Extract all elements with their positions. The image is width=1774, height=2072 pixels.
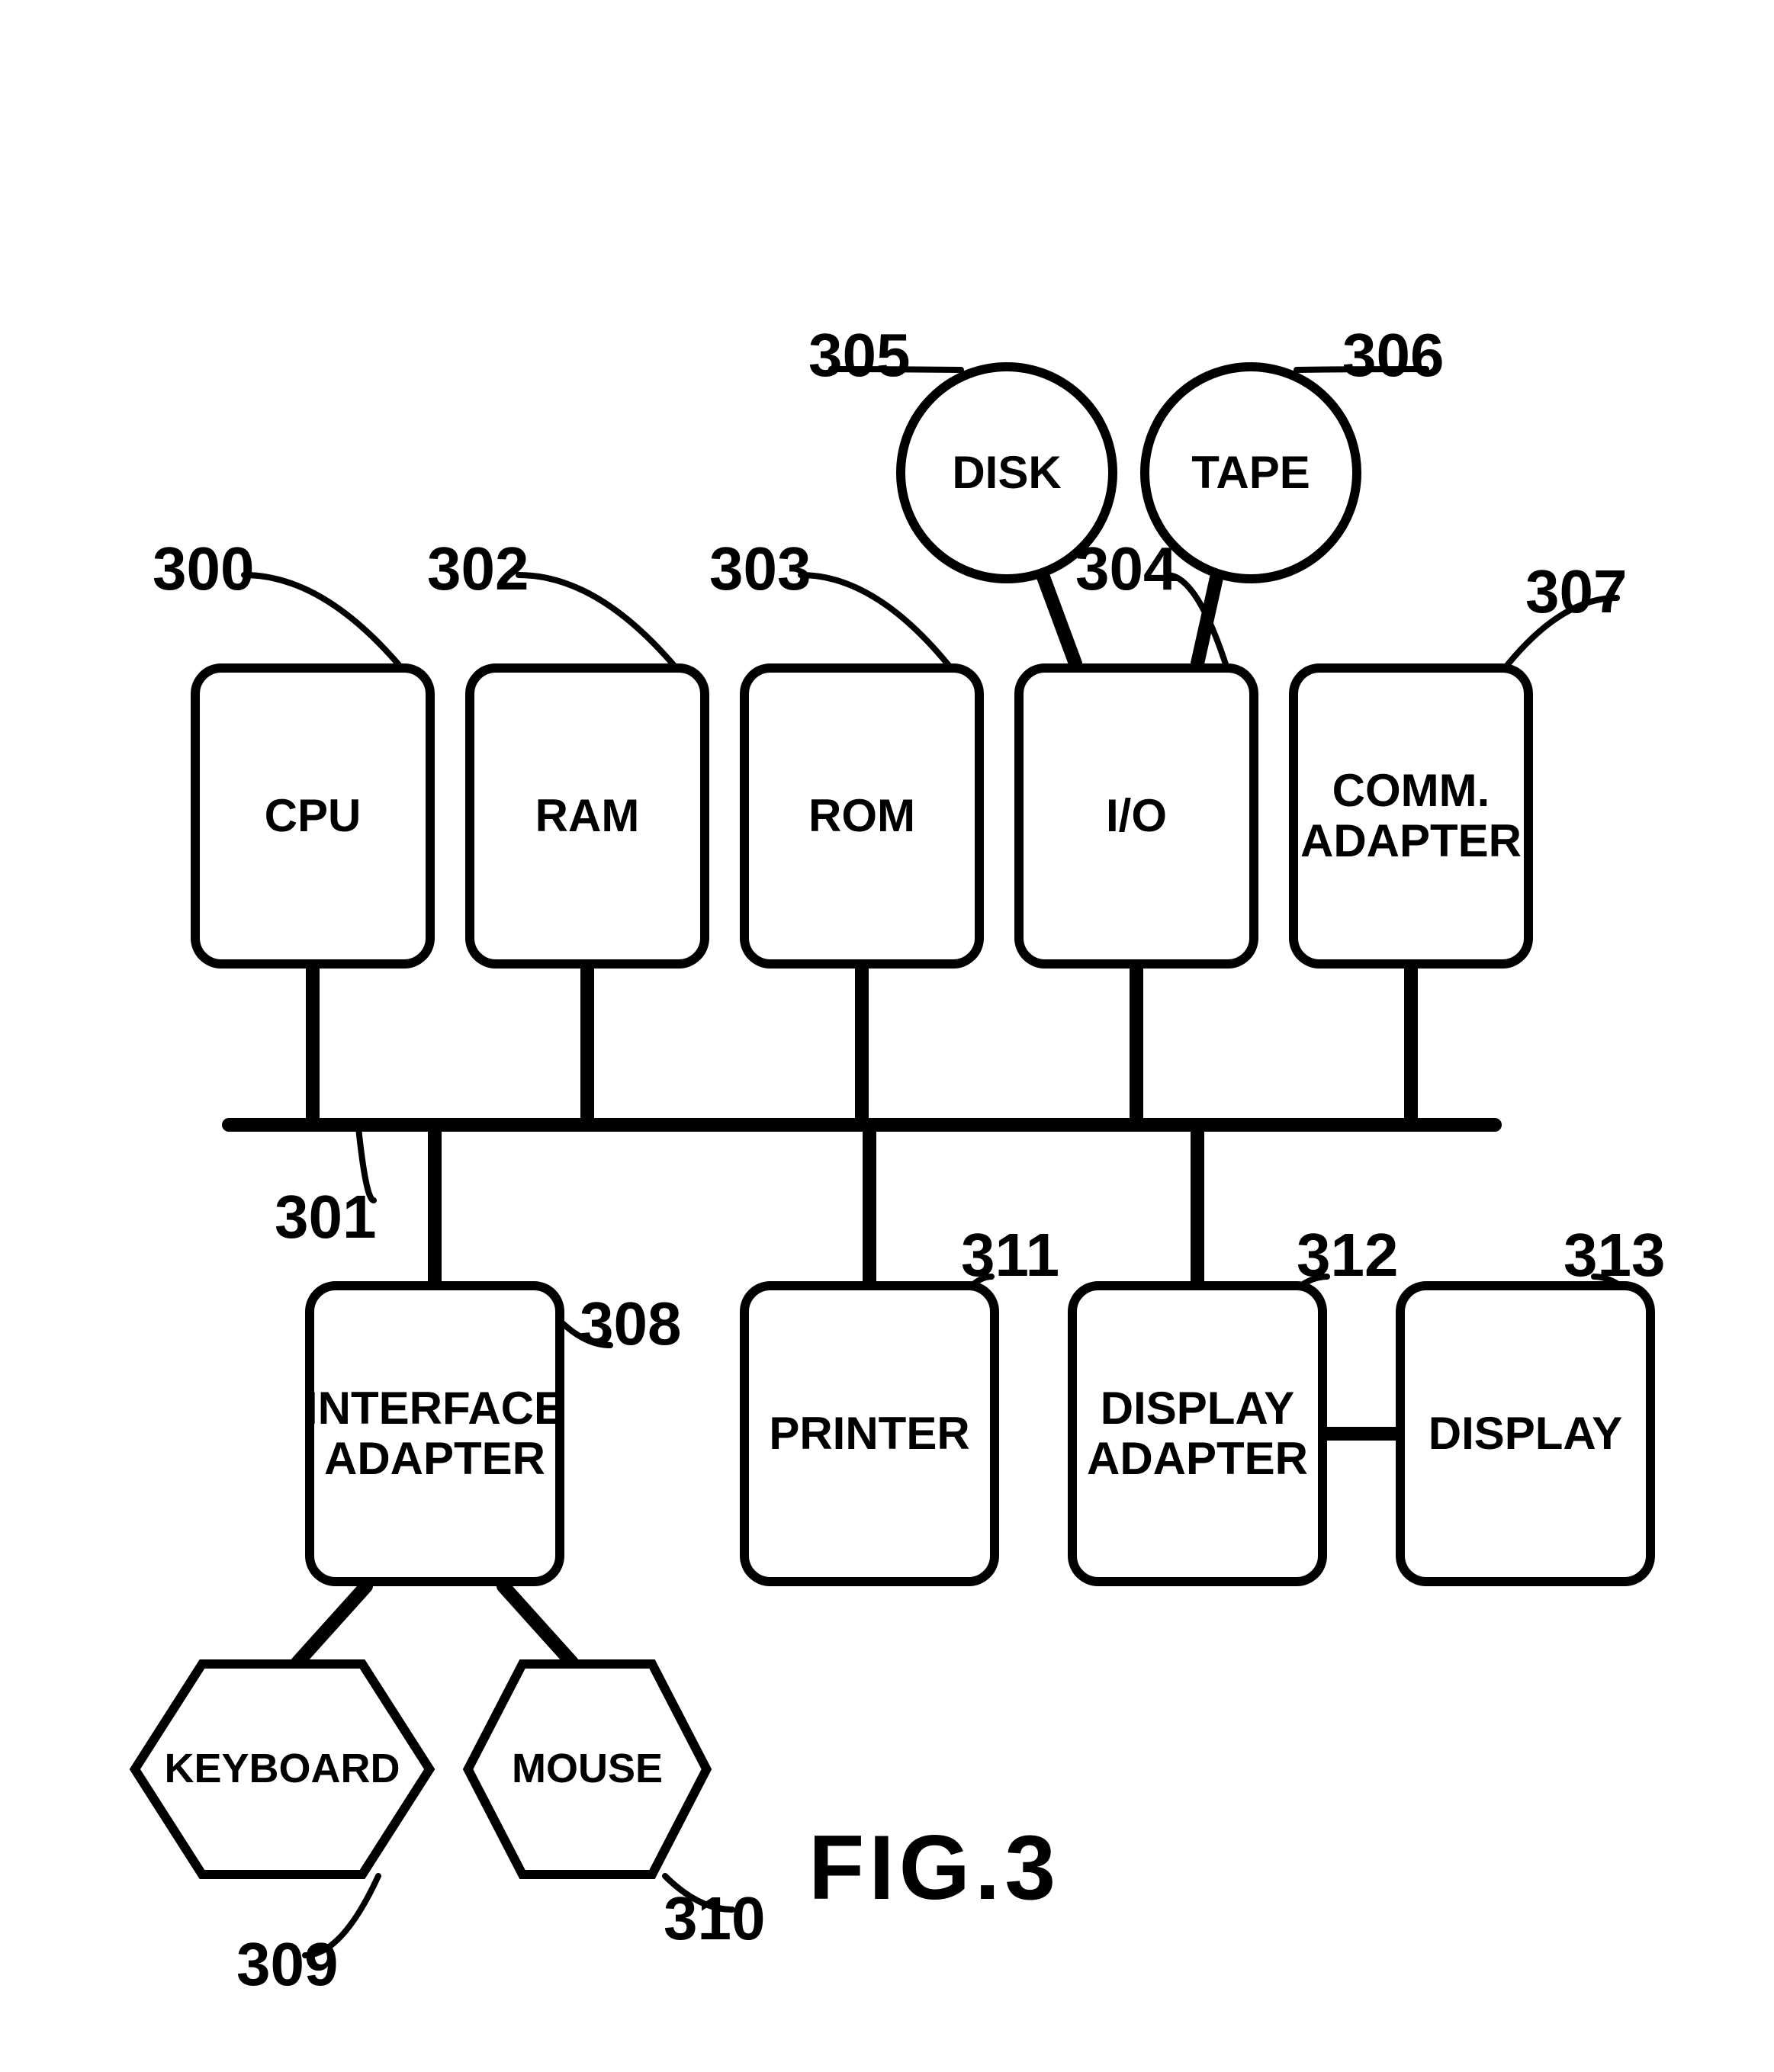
node-comm-label: COMM. ADAPTER: [1300, 766, 1522, 866]
node-cpu-label: CPU: [265, 791, 362, 841]
node-ram-label: RAM: [535, 791, 640, 841]
ref-306: 306: [1342, 320, 1444, 390]
ref-309: 309: [236, 1929, 338, 2000]
node-disk-label: DISK: [952, 448, 1061, 498]
node-keyboard-label: KEYBOARD: [164, 1746, 400, 1791]
ref-311: 311: [961, 1220, 1059, 1290]
figure-title: FIG.3: [808, 1815, 1060, 1920]
node-display: DISPLAY: [1396, 1281, 1655, 1586]
node-mouse: MOUSE: [458, 1655, 717, 1884]
diagram-canvas: CPU RAM ROM I/O COMM. ADAPTER INTERFACE …: [0, 0, 1774, 2072]
node-io: I/O: [1014, 663, 1258, 969]
ref-300: 300: [153, 534, 254, 604]
node-ram: RAM: [465, 663, 709, 969]
ref-310: 310: [664, 1884, 765, 1954]
ref-301: 301: [275, 1182, 376, 1252]
ref-303: 303: [709, 534, 811, 604]
ref-312: 312: [1297, 1220, 1398, 1290]
node-comm-adapter: COMM. ADAPTER: [1289, 663, 1533, 969]
node-tape-label: TAPE: [1191, 448, 1310, 498]
ref-305: 305: [808, 320, 910, 390]
node-dispad-label: DISPLAY ADAPTER: [1087, 1383, 1308, 1484]
ref-304: 304: [1075, 534, 1177, 604]
node-iface-label: INTERFACE ADAPTER: [305, 1383, 564, 1484]
ref-302: 302: [427, 534, 529, 604]
node-rom-label: ROM: [808, 791, 915, 841]
node-printer: PRINTER: [740, 1281, 999, 1586]
node-display-adapter: DISPLAY ADAPTER: [1068, 1281, 1327, 1586]
node-keyboard: KEYBOARD: [122, 1655, 442, 1884]
node-rom: ROM: [740, 663, 984, 969]
node-mouse-label: MOUSE: [512, 1746, 663, 1791]
node-display-label: DISPLAY: [1429, 1409, 1623, 1459]
node-interface-adapter: INTERFACE ADAPTER: [305, 1281, 564, 1586]
ref-313: 313: [1563, 1220, 1665, 1290]
node-io-label: I/O: [1106, 791, 1167, 841]
ref-308: 308: [580, 1289, 681, 1359]
node-printer-label: PRINTER: [769, 1409, 969, 1459]
ref-307: 307: [1525, 557, 1627, 627]
node-cpu: CPU: [191, 663, 435, 969]
